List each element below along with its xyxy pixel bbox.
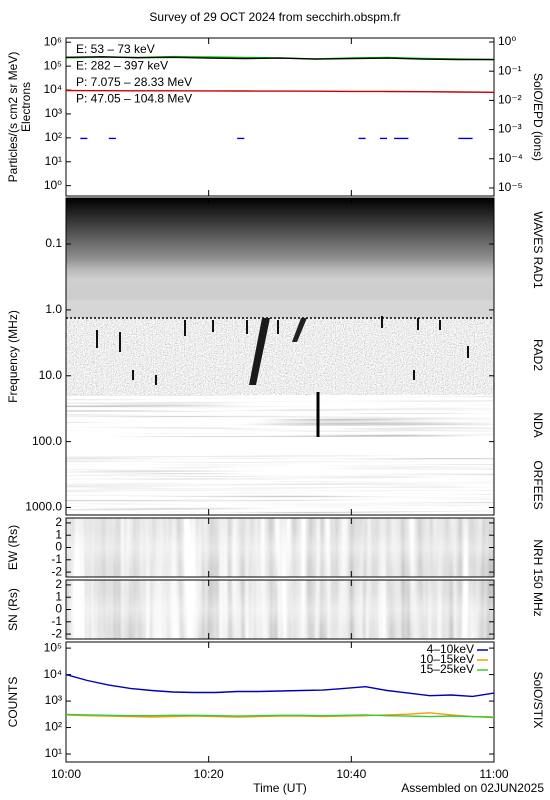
right-label: NRH 150 MHz (531, 539, 545, 616)
y2-tick-label: 10⁻³ (498, 122, 522, 136)
y-tick-label: 10¹ (45, 154, 62, 168)
nrh-ew-image (66, 518, 494, 577)
image-texture (66, 592, 494, 627)
y2-tick-label: 10⁰ (498, 34, 516, 48)
series-line (65, 713, 495, 719)
y2-tick-label: 10⁻¹ (498, 63, 522, 77)
y2-tick-label: 10⁻⁵ (498, 180, 523, 194)
legend-entry: 15–25keV (420, 662, 474, 676)
nrh-sn-image (66, 580, 494, 639)
x-axis-label: Time (UT) (253, 781, 307, 795)
y-tick-label: 1000.0 (25, 500, 62, 514)
band-label: WAVES RAD1 (531, 211, 545, 289)
y-axis-label: EW (Rs) (6, 525, 20, 570)
x-tick-label: 10:00 (51, 767, 81, 781)
y-tick-label: 2 (55, 515, 62, 529)
plot-frame (65, 197, 495, 516)
y2-tick-label: 10⁻² (498, 93, 522, 107)
y-tick-label: 0.1 (45, 236, 62, 250)
right-label: SolO/STIX (531, 672, 545, 729)
y-tick-label: 10² (45, 130, 62, 144)
y2-tick-label: 10⁻⁴ (498, 151, 523, 165)
x-tick-label: 10:20 (194, 767, 224, 781)
y-tick-label: -1 (51, 552, 62, 566)
y-tick-label: 2 (55, 577, 62, 591)
legend-entry: E: 282 – 397 keV (76, 59, 168, 73)
y-tick-label: 1.0 (45, 302, 62, 316)
y-tick-label: 1 (55, 527, 62, 541)
y-axis-label: Particles/(s cm2 sr MeV) (6, 52, 20, 183)
image-texture (292, 318, 307, 342)
y-tick-label: 100.0 (32, 434, 62, 448)
y-tick-label: 10⁶ (44, 34, 62, 48)
image-texture (66, 318, 494, 395)
y-tick-label: 10⁴ (43, 667, 62, 681)
image-texture (249, 318, 270, 385)
x-tick-label: 10:40 (336, 767, 366, 781)
footer: Assembled on 02JUN2025 (401, 781, 544, 795)
y-tick-label: 10⁴ (43, 82, 62, 96)
figure-title: Survey of 29 OCT 2024 from secchirh.obsp… (149, 10, 400, 24)
series-line (65, 712, 495, 718)
legend-entry: 10–15keV (420, 652, 474, 666)
spectrogram-image (66, 198, 494, 515)
y-tick-label: -2 (51, 564, 62, 578)
x-tick-label: 11:00 (479, 767, 508, 781)
band-label: ORFEES (531, 460, 545, 509)
y-tick-label: 10¹ (45, 746, 62, 760)
y-axis-label: Frequency (MHz) (6, 310, 20, 403)
image-texture (66, 395, 494, 440)
y-tick-label: 0 (55, 540, 62, 554)
y-tick-label: -1 (51, 614, 62, 628)
band-label: NDA (531, 412, 545, 437)
right-label: SolO/EPD (ions) (531, 73, 545, 161)
series-line (65, 673, 495, 698)
plot-frame (65, 641, 495, 763)
y-axis-label: SN (Rs) (6, 588, 20, 631)
y-tick-label: 10² (45, 720, 62, 734)
y-tick-label: 10⁵ (44, 640, 62, 654)
image-texture (66, 455, 494, 515)
legend-entry: E: 53 – 73 keV (76, 42, 155, 56)
image-texture (66, 437, 494, 455)
image-texture (96, 316, 469, 385)
y-tick-label: 10⁰ (44, 178, 62, 192)
y-tick-label: 1 (55, 589, 62, 603)
legend-entry: P: 7.075 – 28.33 MeV (76, 75, 192, 89)
y-tick-label: 10³ (45, 693, 62, 707)
legend-entry: P: 47.05 – 104.8 MeV (76, 92, 192, 106)
y-tick-label: -2 (51, 626, 62, 640)
series-line (65, 56, 494, 61)
image-texture (66, 260, 494, 300)
y-tick-label: 10.0 (39, 368, 63, 382)
y-tick-label: 10⁵ (44, 58, 62, 72)
plot-frame (65, 37, 495, 197)
band-label: RAD2 (531, 339, 545, 371)
image-texture (66, 300, 494, 318)
y-tick-label: 10³ (45, 106, 62, 120)
legend-entry: 4–10keV (427, 642, 474, 656)
y-axis-sublabel: Electrons (19, 82, 33, 132)
image-texture (66, 530, 494, 565)
y-axis-label: COUNTS (6, 677, 20, 728)
y-tick-label: 0 (55, 602, 62, 616)
series-line (65, 89, 495, 93)
